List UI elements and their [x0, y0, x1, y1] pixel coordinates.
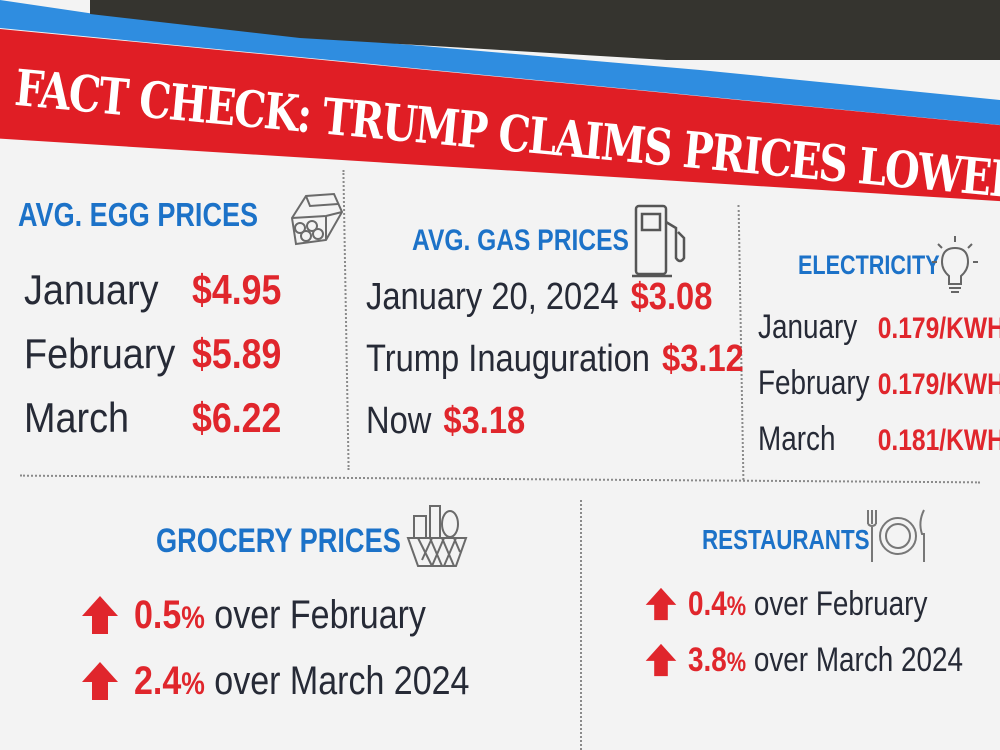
egg-carton-icon — [290, 192, 344, 246]
restaurants-row-list: 0.4% over February 3.8% over March 2024 — [644, 576, 1000, 688]
date-label: Trump Inauguration — [366, 338, 650, 380]
arrow-up-icon — [645, 587, 677, 621]
restaurants-panel: RESTAURANTS 0.4% over February — [640, 500, 990, 740]
plate-utensils-icon — [867, 509, 925, 562]
change-description: over March 2024 — [214, 658, 470, 703]
percent-sign: % — [726, 590, 747, 621]
change-value: 3.8 — [688, 640, 727, 679]
change-description: over February — [753, 584, 928, 623]
month-label: March — [758, 420, 836, 458]
grocery-prices-heading: GROCERY PRICES — [156, 522, 401, 560]
gas-prices-heading: AVG. GAS PRICES — [412, 224, 629, 257]
arrow-up-icon — [82, 662, 118, 700]
list-item: February 0.179/KWH — [758, 364, 1000, 420]
change-text: 2.4% over March 2024 — [134, 659, 469, 704]
arrow-up-icon — [645, 643, 677, 677]
list-item: 0.4% over February — [644, 576, 1000, 632]
gas-prices-panel: AVG. GAS PRICES January 20, 2024 $3.08 T… — [362, 198, 744, 468]
price-value: $5.89 — [192, 330, 282, 377]
list-item: January 20, 2024 $3.08 — [366, 276, 744, 338]
price-value: $3.08 — [630, 276, 713, 318]
change-text: 0.5% over February — [134, 593, 426, 638]
egg-prices-heading: AVG. EGG PRICES — [18, 196, 259, 233]
price-value: $4.95 — [192, 266, 282, 313]
change-description: over March 2024 — [753, 640, 964, 679]
electricity-panel: ELECTRICITY January 0.179/KWH February 0… — [756, 228, 1000, 478]
rate-value: 0.179/KWH — [877, 312, 1000, 345]
egg-prices-panel: AVG. EGG PRICES January $4.95 February $… — [18, 188, 344, 468]
list-item: January $4.95 — [24, 266, 297, 330]
grocery-prices-panel: GROCERY PRICES 0.5% over February — [80, 500, 560, 740]
list-item: 2.4% over March 2024 — [80, 648, 529, 714]
grocery-row-list: 0.5% over February 2.4% over March 2024 — [80, 582, 529, 714]
change-description: over February — [214, 592, 426, 637]
date-label: Now — [366, 400, 432, 442]
price-value: $6.22 — [192, 394, 282, 441]
month-label: March — [24, 394, 130, 441]
arrow-up-icon — [82, 596, 118, 634]
list-item: March $6.22 — [24, 394, 297, 458]
change-value: 0.4 — [688, 584, 727, 623]
percent-sign: % — [726, 646, 747, 677]
gas-row-list: January 20, 2024 $3.08 Trump Inauguratio… — [366, 276, 805, 462]
restaurants-heading: RESTAURANTS — [702, 524, 870, 555]
month-label: January — [758, 308, 858, 346]
change-text: 3.8% over March 2024 — [688, 641, 963, 680]
list-item: Now $3.18 — [366, 400, 744, 462]
month-label: February — [758, 364, 870, 402]
list-item: February $5.89 — [24, 330, 297, 394]
price-value: $3.12 — [662, 338, 744, 380]
grocery-basket-icon — [406, 505, 468, 567]
percent-sign: % — [181, 599, 205, 635]
list-item: 3.8% over March 2024 — [644, 632, 1000, 688]
list-item: 0.5% over February — [80, 582, 529, 648]
list-item: Trump Inauguration $3.12 — [366, 338, 744, 400]
light-bulb-icon — [932, 236, 978, 293]
electricity-row-list: January 0.179/KWH February 0.179/KWH Mar… — [758, 308, 1000, 476]
divider — [580, 500, 582, 750]
date-label: January 20, 2024 — [366, 276, 619, 318]
month-label: February — [24, 330, 176, 377]
gas-pump-icon — [632, 204, 686, 278]
rate-value: 0.179/KWH — [877, 368, 1000, 401]
change-value: 0.5 — [134, 592, 182, 637]
electricity-heading: ELECTRICITY — [798, 250, 940, 280]
rate-value: 0.181/KWH — [877, 424, 1000, 457]
change-value: 2.4 — [134, 658, 182, 703]
list-item: March 0.181/KWH — [758, 420, 1000, 476]
price-value: $3.18 — [443, 400, 526, 442]
egg-row-list: January $4.95 February $5.89 March $6.22 — [24, 266, 297, 458]
percent-sign: % — [181, 665, 205, 701]
list-item: January 0.179/KWH — [758, 308, 1000, 364]
change-text: 0.4% over February — [688, 585, 927, 624]
month-label: January — [24, 266, 159, 313]
